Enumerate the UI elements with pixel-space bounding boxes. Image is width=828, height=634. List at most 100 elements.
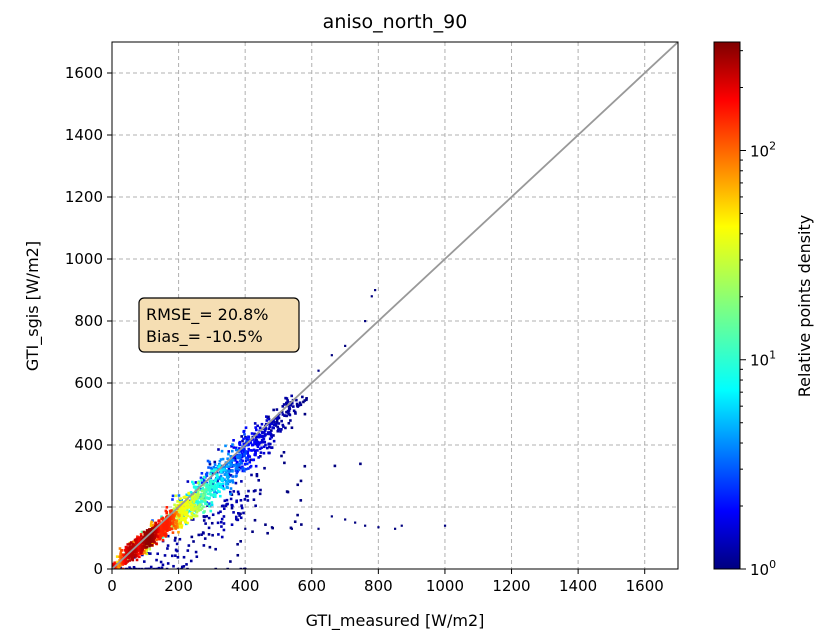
density-cell bbox=[208, 492, 211, 496]
density-cell bbox=[268, 431, 272, 434]
density-cell bbox=[229, 474, 233, 477]
density-cell bbox=[180, 505, 184, 509]
density-cell bbox=[262, 437, 265, 441]
density-cell bbox=[142, 541, 146, 545]
density-cell bbox=[166, 529, 169, 533]
density-cell bbox=[190, 508, 193, 512]
density-cell bbox=[236, 542, 239, 546]
density-cell bbox=[240, 480, 243, 483]
density-cell bbox=[207, 489, 210, 492]
colorbar bbox=[713, 41, 741, 570]
x-tick-label: 1600 bbox=[626, 577, 664, 595]
density-cell bbox=[295, 404, 299, 407]
density-cell bbox=[180, 515, 184, 519]
density-cell bbox=[191, 480, 194, 484]
density-cell bbox=[232, 455, 235, 459]
density-cell bbox=[147, 537, 151, 541]
density-cell bbox=[147, 529, 151, 532]
density-cell bbox=[204, 522, 207, 525]
density-cell bbox=[231, 475, 235, 478]
density-cell bbox=[224, 504, 228, 508]
outlier-point bbox=[344, 518, 347, 521]
density-cell bbox=[174, 536, 177, 540]
density-cell bbox=[217, 465, 220, 469]
outlier-point bbox=[290, 527, 293, 530]
density-cell bbox=[287, 404, 290, 408]
density-cell bbox=[176, 556, 180, 559]
density-cell bbox=[267, 442, 271, 446]
density-cell bbox=[197, 509, 200, 512]
density-cell bbox=[281, 423, 285, 427]
density-cell bbox=[234, 469, 238, 472]
density-cell bbox=[174, 526, 177, 529]
density-cell bbox=[164, 523, 167, 526]
density-cell bbox=[168, 509, 172, 513]
density-cell bbox=[177, 530, 180, 534]
density-cell bbox=[226, 477, 230, 481]
density-cell bbox=[161, 528, 165, 532]
density-cell bbox=[184, 513, 188, 517]
density-cell bbox=[246, 451, 249, 455]
density-cell bbox=[235, 455, 239, 458]
density-cell bbox=[229, 560, 232, 563]
density-cell bbox=[148, 544, 151, 548]
density-cell bbox=[141, 546, 145, 549]
density-cell bbox=[287, 407, 291, 411]
density-cell bbox=[179, 497, 182, 500]
density-cell bbox=[227, 466, 231, 470]
density-cell bbox=[234, 467, 238, 470]
density-cell bbox=[164, 531, 167, 534]
density-cell bbox=[186, 521, 189, 525]
density-cell bbox=[257, 479, 261, 482]
density-cell bbox=[121, 567, 125, 569]
density-cell bbox=[275, 416, 279, 420]
density-cell bbox=[148, 547, 152, 551]
density-cell bbox=[217, 511, 220, 515]
density-cell bbox=[305, 397, 308, 400]
density-cell bbox=[207, 516, 211, 520]
density-cell bbox=[208, 490, 212, 493]
density-cell bbox=[228, 460, 232, 464]
identity-line bbox=[112, 42, 678, 569]
outlier-point bbox=[330, 354, 333, 357]
density-cell bbox=[137, 538, 141, 542]
density-cell bbox=[299, 479, 303, 483]
density-cell bbox=[206, 504, 209, 507]
x-tick-label: 1200 bbox=[492, 577, 530, 595]
density-cell bbox=[162, 518, 165, 521]
density-cell bbox=[239, 516, 243, 520]
density-cell bbox=[130, 556, 133, 559]
density-cell bbox=[140, 550, 143, 554]
density-cell bbox=[185, 563, 188, 566]
density-cell bbox=[207, 502, 211, 505]
density-cell bbox=[166, 562, 170, 565]
density-cell bbox=[225, 463, 228, 466]
density-cell bbox=[164, 526, 167, 530]
density-cell bbox=[221, 482, 225, 486]
density-cell bbox=[283, 414, 287, 417]
density-cell bbox=[192, 503, 196, 507]
density-cell bbox=[119, 566, 123, 569]
density-cell bbox=[210, 484, 213, 487]
density-cell bbox=[230, 493, 234, 496]
density-cell bbox=[158, 533, 162, 537]
density-cell bbox=[228, 490, 232, 494]
density-cell bbox=[240, 506, 244, 510]
density-cell bbox=[193, 496, 197, 499]
density-cell bbox=[189, 506, 193, 510]
y-tick-label: 0 bbox=[93, 560, 103, 578]
density-cell bbox=[277, 422, 281, 425]
density-cell bbox=[201, 500, 205, 503]
density-cell bbox=[287, 409, 291, 412]
density-cell bbox=[165, 510, 168, 514]
density-cell bbox=[126, 549, 130, 553]
density-cell bbox=[210, 521, 214, 525]
density-cell bbox=[226, 457, 229, 461]
density-cell bbox=[166, 534, 170, 538]
density-cell bbox=[131, 546, 134, 549]
density-cell bbox=[180, 567, 183, 569]
density-cell bbox=[145, 552, 149, 556]
outlier-point bbox=[354, 521, 357, 524]
density-cell bbox=[258, 433, 262, 437]
